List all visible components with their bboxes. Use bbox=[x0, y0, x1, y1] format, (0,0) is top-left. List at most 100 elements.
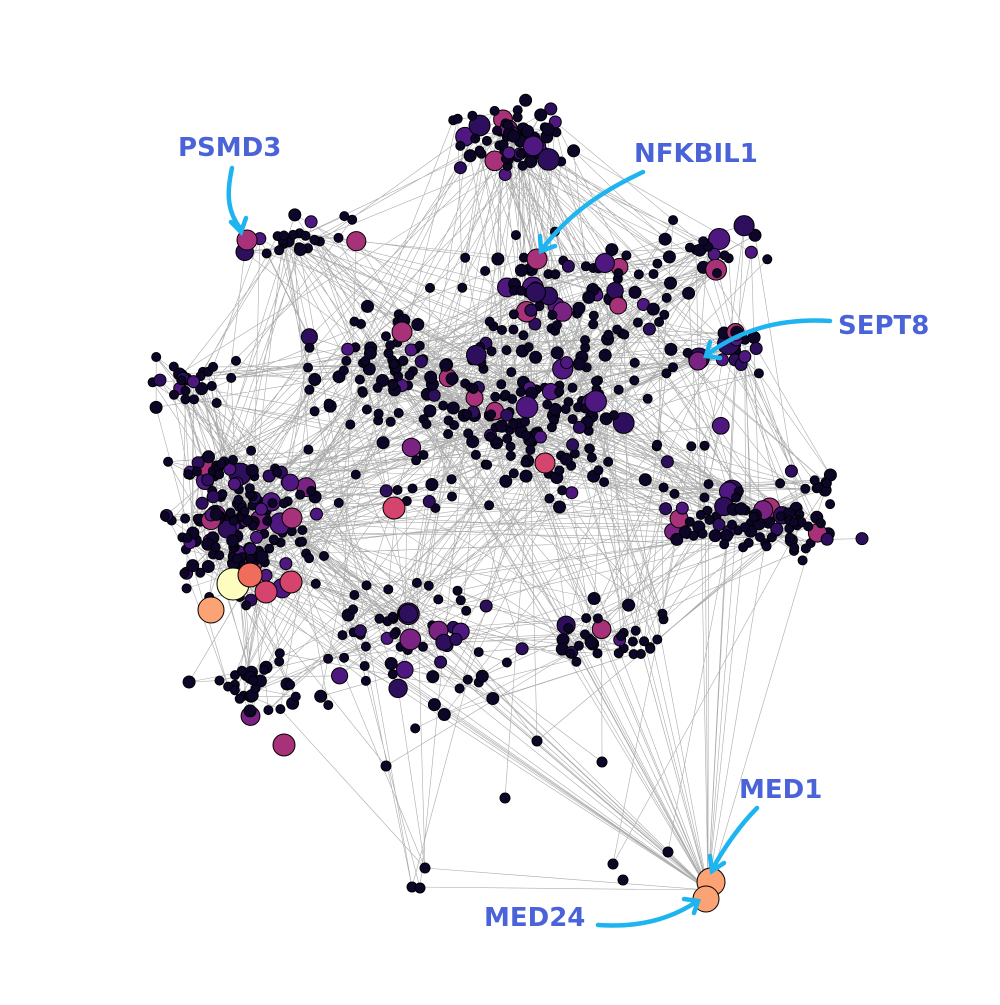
network-node bbox=[231, 355, 241, 366]
network-node bbox=[331, 667, 349, 685]
network-node bbox=[245, 554, 256, 564]
network-node bbox=[515, 396, 539, 419]
network-node bbox=[484, 316, 495, 327]
network-node bbox=[517, 160, 528, 171]
network-node bbox=[797, 555, 808, 566]
network-node bbox=[744, 245, 758, 259]
network-node bbox=[455, 595, 466, 606]
network-node bbox=[500, 408, 514, 422]
node-hub bbox=[281, 507, 303, 529]
label-nfkbil1: NFKBIL1 bbox=[634, 139, 758, 169]
network-node bbox=[349, 590, 360, 600]
arrow-psmd3 bbox=[226, 165, 243, 231]
network-node bbox=[463, 149, 477, 163]
network-node bbox=[748, 511, 759, 522]
network-node bbox=[682, 286, 696, 300]
highlighted-nodes bbox=[197, 229, 726, 913]
network-node bbox=[319, 551, 329, 561]
network-node bbox=[439, 358, 453, 372]
network-node bbox=[182, 532, 193, 543]
node-layer bbox=[147, 93, 869, 894]
network-node bbox=[658, 482, 669, 493]
network-node bbox=[486, 346, 497, 357]
network-node bbox=[297, 525, 308, 536]
network-node bbox=[424, 370, 438, 384]
network-node bbox=[784, 464, 798, 478]
network-node bbox=[426, 670, 440, 684]
network-node bbox=[554, 386, 565, 397]
node-sept8 bbox=[688, 351, 708, 371]
network-node bbox=[434, 655, 448, 669]
network-node bbox=[621, 250, 632, 261]
network-node bbox=[414, 882, 426, 894]
network-node bbox=[427, 388, 441, 402]
network-node bbox=[392, 485, 403, 495]
network-node bbox=[293, 243, 307, 256]
network-node bbox=[500, 389, 511, 400]
network-node bbox=[387, 669, 398, 680]
network-node bbox=[821, 478, 832, 489]
network-node bbox=[337, 630, 348, 641]
network-node bbox=[698, 236, 709, 247]
network-node bbox=[657, 608, 668, 619]
network-node bbox=[515, 387, 526, 397]
network-node bbox=[214, 469, 225, 480]
node-hub bbox=[197, 596, 225, 624]
network-node bbox=[534, 430, 547, 444]
network-node bbox=[499, 474, 513, 488]
network-node bbox=[664, 342, 678, 356]
network-node bbox=[675, 501, 689, 515]
network-node bbox=[348, 604, 359, 615]
network-node bbox=[508, 468, 519, 479]
network-node bbox=[384, 657, 398, 670]
network-node bbox=[594, 252, 615, 274]
network-node bbox=[628, 285, 642, 299]
arrow-sept8-head bbox=[703, 339, 723, 361]
network-node bbox=[588, 310, 599, 321]
network-node bbox=[214, 550, 225, 561]
network-node bbox=[560, 356, 574, 370]
network-node bbox=[338, 365, 349, 376]
network-node bbox=[341, 355, 352, 366]
network-node bbox=[507, 129, 521, 143]
network-node bbox=[605, 243, 619, 257]
network-node bbox=[374, 613, 385, 624]
network-node bbox=[309, 406, 320, 417]
network-node bbox=[662, 250, 676, 264]
network-node bbox=[591, 619, 612, 640]
network-node bbox=[474, 145, 485, 156]
network-node bbox=[452, 585, 463, 596]
network-node bbox=[502, 433, 513, 444]
arrow-med1 bbox=[710, 805, 760, 871]
network-node bbox=[410, 723, 421, 734]
network-node bbox=[237, 665, 247, 676]
network-node bbox=[250, 530, 263, 544]
network-node bbox=[228, 515, 239, 526]
network-node bbox=[404, 370, 415, 381]
network-node bbox=[684, 516, 695, 527]
network-node bbox=[226, 534, 240, 548]
label-psmd3: PSMD3 bbox=[178, 133, 281, 163]
network-node bbox=[225, 507, 236, 518]
network-node bbox=[180, 394, 191, 405]
network-node bbox=[228, 477, 241, 491]
network-node bbox=[652, 439, 663, 450]
network-node bbox=[323, 398, 334, 409]
network-node bbox=[452, 113, 463, 124]
network-node bbox=[361, 404, 372, 415]
network-node bbox=[401, 437, 422, 458]
network-node bbox=[586, 452, 597, 463]
network-node bbox=[515, 148, 526, 159]
network-node bbox=[770, 522, 784, 536]
network-node bbox=[809, 475, 820, 486]
network-node bbox=[421, 419, 432, 430]
network-node bbox=[418, 450, 429, 460]
network-node bbox=[537, 148, 560, 171]
network-node bbox=[519, 93, 533, 107]
network-node bbox=[254, 502, 268, 516]
network-node bbox=[592, 648, 603, 659]
network-node bbox=[719, 539, 730, 550]
network-node bbox=[788, 517, 799, 528]
network-node bbox=[468, 383, 479, 394]
network-node bbox=[153, 373, 167, 387]
